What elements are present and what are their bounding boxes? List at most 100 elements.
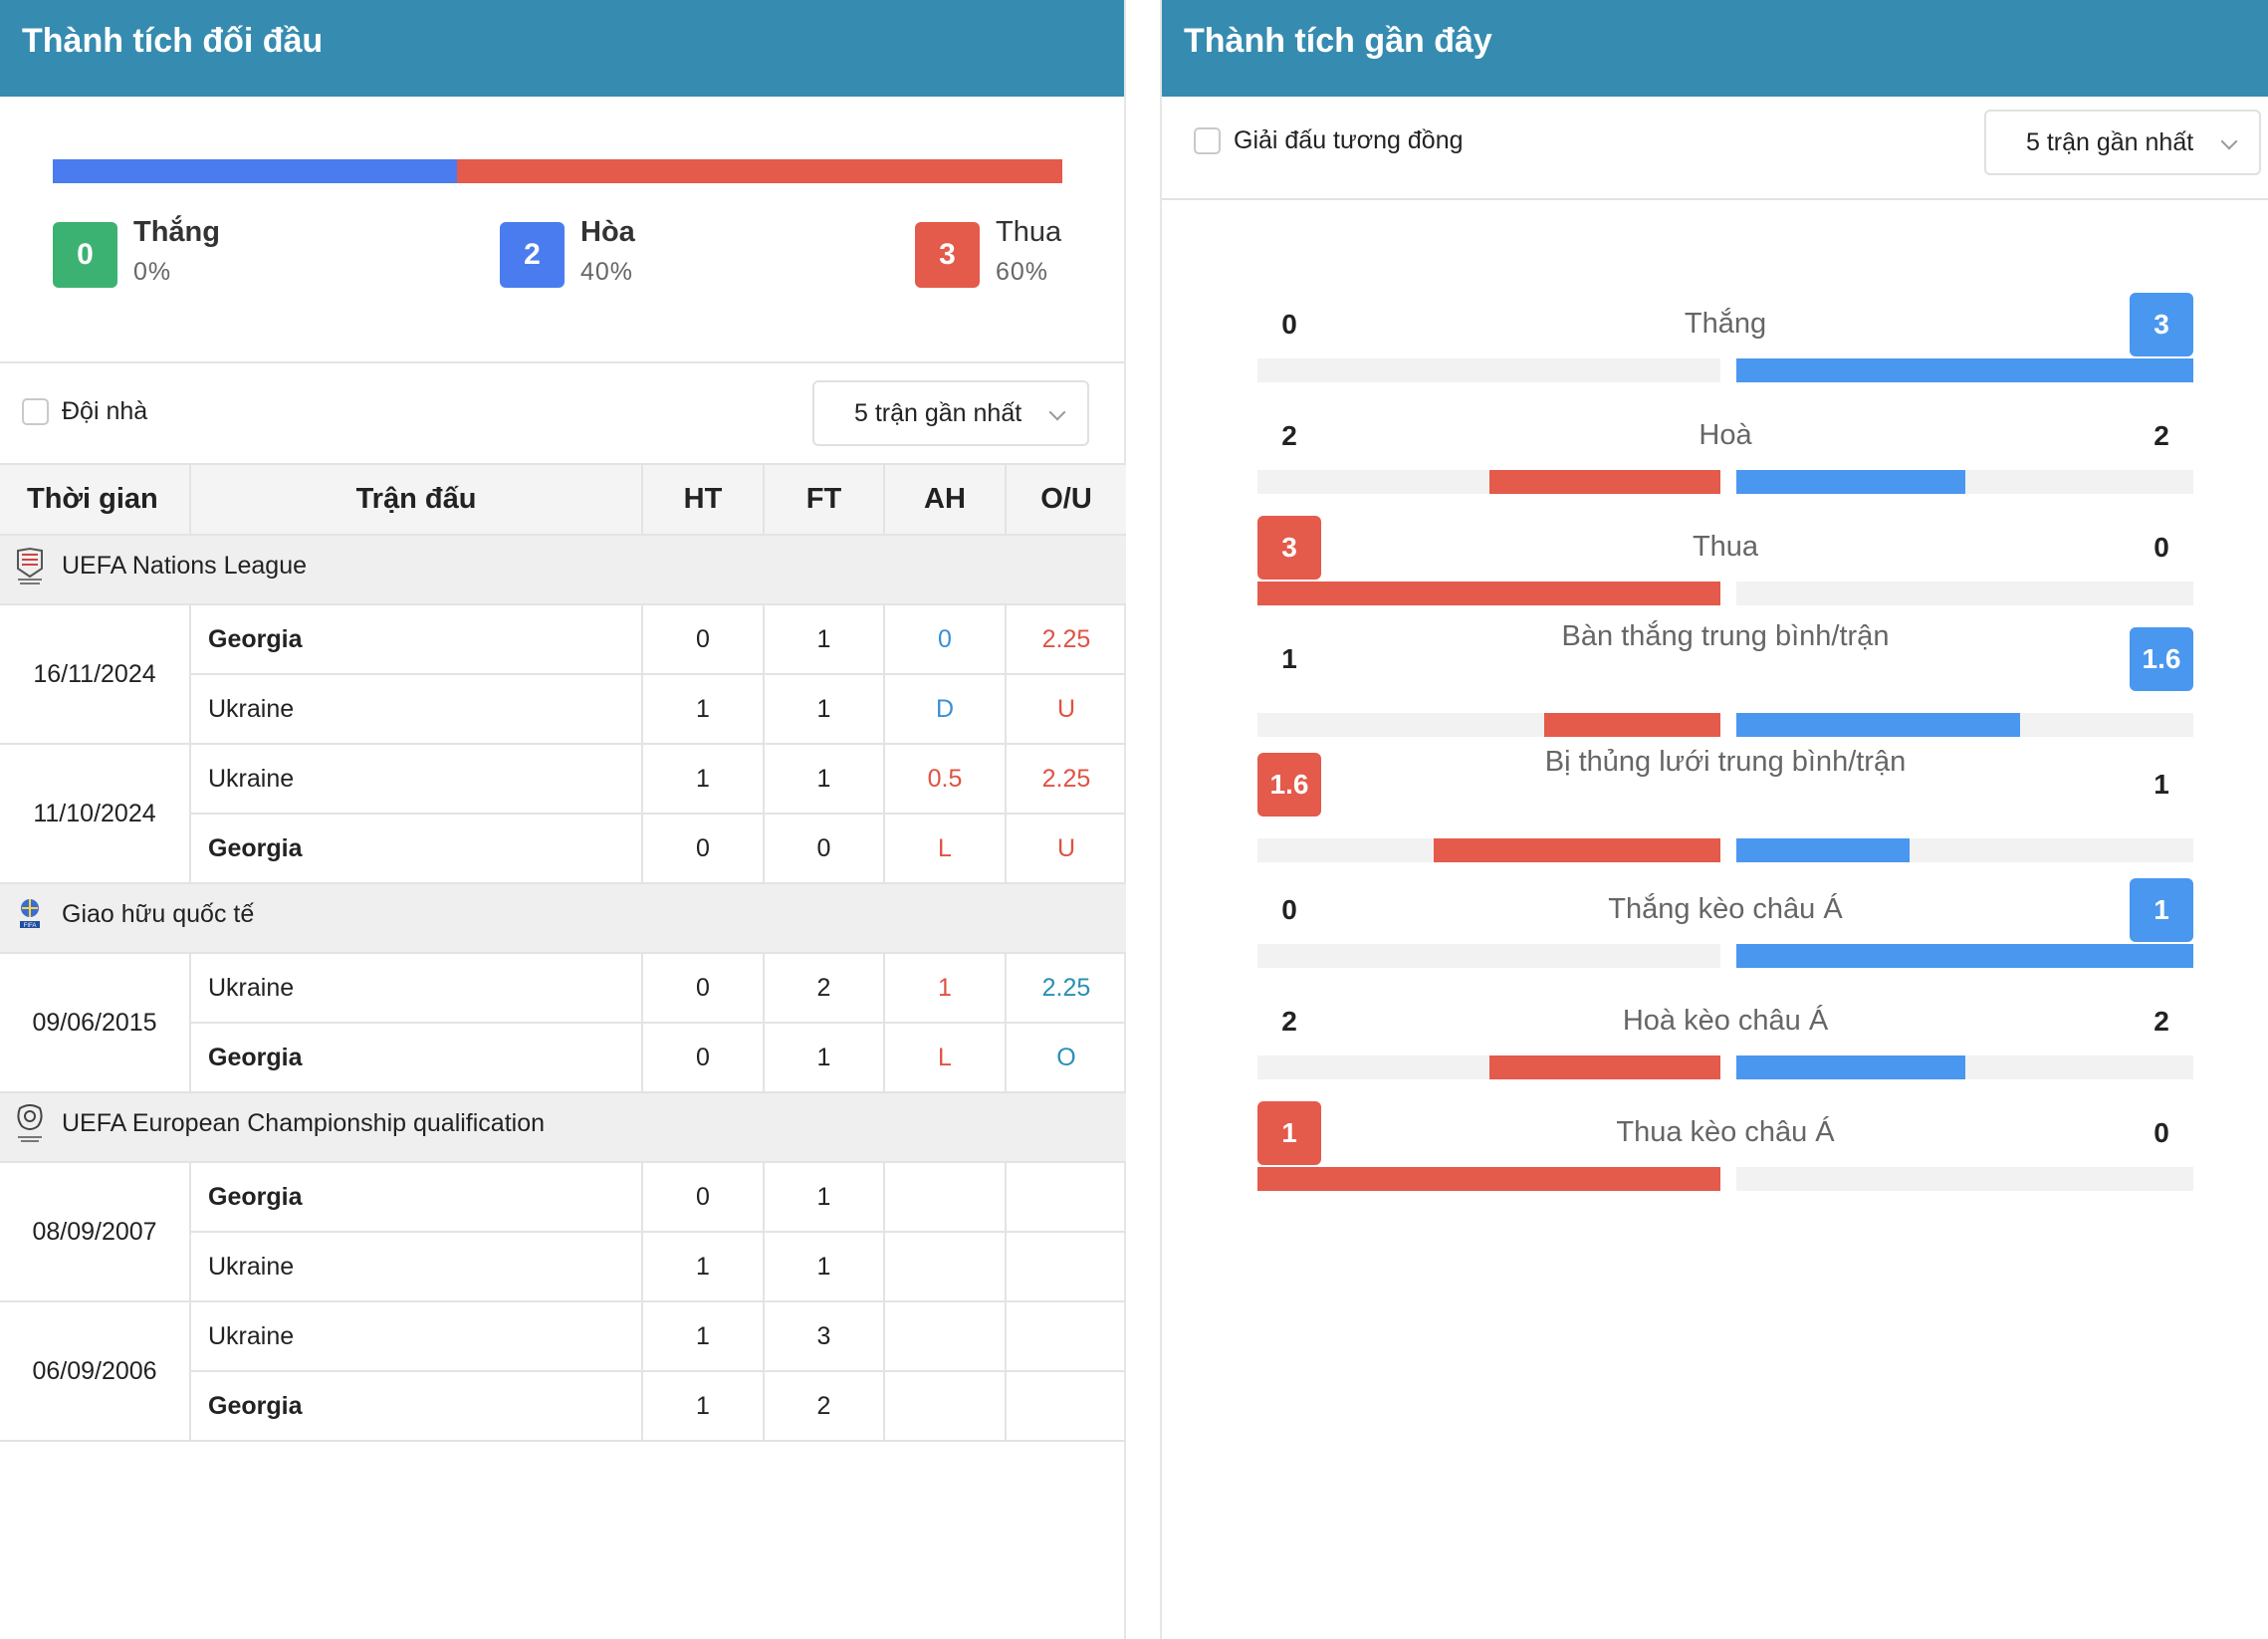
stat-left-track [1257, 1055, 1720, 1079]
stat-right-track [1736, 582, 2193, 605]
ht-score: 0 [642, 604, 765, 675]
table-row[interactable]: Ukraine 1 1 D U [0, 674, 1126, 745]
ah-value [884, 1301, 1007, 1372]
stat-right-fill [1736, 838, 1911, 862]
stat-left-track [1257, 1167, 1720, 1191]
ou-value: 2.25 [1006, 744, 1126, 815]
stat-name: Hoà [1699, 419, 1752, 451]
stat-left-track [1257, 838, 1720, 862]
team-name[interactable]: Georgia [190, 1371, 643, 1442]
stat-left-fill [1433, 838, 1720, 862]
stat-right-track [1736, 1167, 2193, 1191]
stat-row: 2 Hoà 2 [1257, 404, 2193, 504]
team-name[interactable]: Georgia [190, 1162, 643, 1233]
column-header-ht: HT [642, 465, 765, 536]
team-name[interactable]: Georgia [190, 604, 643, 675]
team-name[interactable]: Georgia [190, 1023, 643, 1093]
stat-left-value: 0 [1281, 309, 1297, 340]
loss-count-badge: 3 [915, 222, 980, 288]
ou-value [1006, 1371, 1126, 1442]
stat-right-track [1736, 1055, 2193, 1079]
ah-value [884, 1371, 1007, 1442]
stat-right-value: 2 [2154, 1006, 2169, 1037]
stat-right-track [1736, 470, 2193, 494]
stat-right-value: 2 [2154, 420, 2169, 451]
similar-league-checkbox[interactable] [1194, 127, 1221, 154]
league-cell: UEFA European Championship qualification [0, 1092, 1126, 1163]
league-row: UEFA Nations League [0, 535, 1126, 605]
stat-right-fill [1736, 470, 1965, 494]
ft-score: 2 [764, 1371, 885, 1442]
loss-label: Thua [996, 216, 1062, 248]
stat-name: Hoà kèo châu Á [1622, 1005, 1829, 1037]
ft-score: 1 [764, 604, 885, 675]
column-header-time: Thời gian [0, 465, 191, 536]
stat-left-fill [1488, 470, 1720, 494]
stat-left-fill [1257, 1167, 1720, 1191]
home-team-checkbox[interactable] [22, 398, 49, 425]
table-row[interactable]: 06/09/2006 Ukraine 1 3 [0, 1301, 1126, 1442]
stat-left-value: 0 [1281, 894, 1297, 925]
ou-value [1006, 1301, 1126, 1372]
team-name[interactable]: Ukraine [190, 1232, 643, 1302]
ou-value [1006, 1232, 1126, 1302]
team-name[interactable]: Ukraine [190, 744, 643, 815]
team-name[interactable]: Ukraine [190, 953, 643, 1024]
table-row[interactable]: Georgia 0 1 L O [0, 1023, 1126, 1093]
stat-right-value: 0 [2154, 1117, 2169, 1148]
match-date: 08/09/2007 [0, 1162, 191, 1302]
stat-right-track [1736, 358, 2193, 382]
stat-right-value: 1.6 [2130, 627, 2193, 691]
table-row[interactable]: Georgia 0 0 L U [0, 814, 1126, 884]
stat-left-value: 3 [1257, 516, 1321, 580]
ft-score: 3 [764, 1301, 885, 1372]
table-row[interactable]: Georgia 1 2 [0, 1371, 1126, 1442]
ht-score: 1 [642, 1371, 765, 1442]
table-row[interactable]: 08/09/2007 Georgia 0 1 [0, 1162, 1126, 1302]
table-row[interactable]: 16/11/2024 Georgia 0 1 0 2.25 [0, 604, 1126, 745]
stat-left-value: 1 [1281, 643, 1297, 674]
column-header-ah: AH [884, 465, 1007, 536]
loss-share-bar [456, 159, 1062, 183]
table-row[interactable]: 11/10/2024 Ukraine 1 1 0.5 2.25 [0, 744, 1126, 884]
stat-name: Bàn thắng trung bình/trận [1561, 620, 1890, 652]
svg-text:FIFA: FIFA [24, 923, 37, 929]
match-date: 11/10/2024 [0, 744, 191, 884]
match-date: 16/11/2024 [0, 604, 191, 745]
table-header-row: Thời gian Trận đấu HT FT AH O/U [0, 465, 1126, 536]
stat-right-fill [1736, 713, 2020, 737]
recent-match-count-select[interactable]: 5 trận gần nhất [1984, 110, 2261, 175]
stat-left-track [1257, 358, 1720, 382]
column-header-ou: O/U [1006, 465, 1126, 536]
chevron-down-icon [1048, 403, 1066, 421]
match-count-select[interactable]: 5 trận gần nhất [812, 380, 1089, 446]
result-ratio-bar [53, 159, 1062, 183]
stat-name: Thắng kèo châu Á [1608, 893, 1843, 925]
ft-score: 1 [764, 674, 885, 745]
ht-score: 1 [642, 1232, 765, 1302]
ft-score: 1 [764, 744, 885, 815]
table-row[interactable]: Ukraine 1 1 [0, 1232, 1126, 1302]
team-name[interactable]: Ukraine [190, 1301, 643, 1372]
match-date: 06/09/2006 [0, 1301, 191, 1442]
stat-right-fill [1736, 944, 2193, 968]
team-name[interactable]: Georgia [190, 814, 643, 884]
team-name[interactable]: Ukraine [190, 674, 643, 745]
ah-value: D [884, 674, 1007, 745]
stat-left-track [1257, 713, 1720, 737]
ah-value [884, 1162, 1007, 1233]
win-count-badge: 0 [53, 222, 117, 288]
table-row[interactable]: 09/06/2015 Ukraine 0 2 1 2.25 [0, 953, 1126, 1093]
match-count-select-value: 5 trận gần nhất [854, 399, 1022, 427]
stat-left-fill [1257, 582, 1720, 605]
recent-match-count-select-value: 5 trận gần nhất [2026, 128, 2194, 156]
stat-left-track [1257, 944, 1720, 968]
euro-qualifiers-logo-icon [17, 1103, 43, 1142]
stat-row: 1 Thua kèo châu Á 0 [1257, 1101, 2193, 1201]
similar-league-label: Giải đấu tương đồng [1234, 126, 1464, 154]
ah-value [884, 1232, 1007, 1302]
ht-score: 1 [642, 744, 765, 815]
ah-value: L [884, 814, 1007, 884]
stat-row: 1.6 Bị thủng lưới trung bình/trận 1 [1257, 746, 2193, 862]
recent-form-title: Thành tích gần đây [1162, 0, 2268, 97]
